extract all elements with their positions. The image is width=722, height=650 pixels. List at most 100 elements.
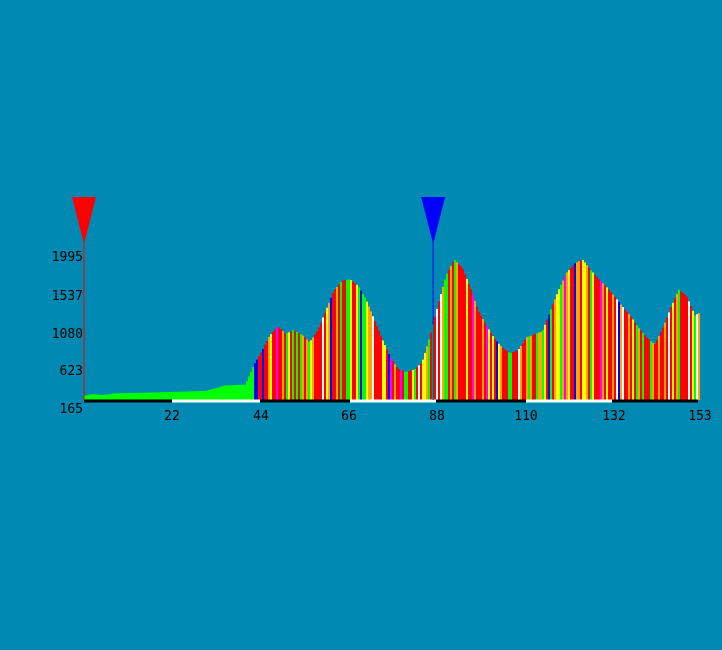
profile-bar — [198, 391, 200, 400]
profile-bar — [452, 261, 454, 400]
profile-bar — [646, 337, 648, 400]
profile-bar — [408, 371, 410, 400]
profile-bar — [224, 385, 226, 400]
profile-bar — [686, 296, 688, 400]
profile-bar — [442, 286, 444, 400]
profile-bar — [688, 301, 690, 400]
profile-bar — [644, 335, 646, 400]
profile-bar — [270, 334, 272, 400]
profile-bar — [668, 312, 670, 400]
profile-bar — [84, 395, 86, 400]
profile-bar — [490, 332, 492, 400]
profile-bar — [600, 281, 602, 400]
profile-bar — [544, 324, 546, 400]
profile-bar — [128, 392, 130, 400]
profile-bar — [670, 307, 672, 400]
profile-bar — [284, 332, 286, 400]
profile-bar — [342, 280, 344, 400]
profile-bar — [484, 322, 486, 400]
profile-bar — [356, 284, 358, 400]
profile-bar — [464, 274, 466, 400]
profile-bar — [104, 394, 106, 400]
profile-bar — [558, 289, 560, 400]
profile-bar — [468, 284, 470, 400]
profile-bar — [456, 262, 458, 400]
profile-bar — [336, 286, 338, 400]
profile-bar — [394, 364, 396, 400]
profile-bar — [662, 327, 664, 400]
profile-bar — [124, 393, 126, 400]
profile-bar — [308, 341, 310, 400]
profile-bar — [510, 352, 512, 400]
profile-bar — [586, 265, 588, 400]
profile-bar — [664, 322, 666, 400]
profile-bar — [516, 350, 518, 400]
profile-bar — [554, 299, 556, 400]
profile-bar — [616, 299, 618, 400]
profile-bar — [212, 388, 214, 400]
profile-bar — [348, 279, 350, 400]
profile-bar — [624, 309, 626, 400]
profile-bar — [234, 385, 236, 400]
profile-bar — [372, 316, 374, 400]
profile-bar — [280, 329, 282, 400]
profile-bar — [258, 356, 260, 400]
profile-bar — [166, 392, 168, 400]
profile-bar — [90, 394, 92, 400]
profile-bar — [678, 289, 680, 400]
profile-bar — [296, 331, 298, 400]
profile-bar — [548, 314, 550, 400]
profile-bar — [228, 385, 230, 400]
profile-bar — [390, 357, 392, 400]
profile-bar — [400, 370, 402, 400]
profile-bar — [108, 394, 110, 400]
profile-bar — [152, 392, 154, 400]
profile-bar — [656, 340, 658, 400]
profile-bar — [480, 315, 482, 400]
profile-bar — [146, 392, 148, 400]
profile-bar — [368, 306, 370, 400]
profile-bar — [610, 292, 612, 400]
profile-bar — [518, 349, 520, 400]
profile-bar — [334, 289, 336, 400]
profile-bar — [512, 352, 514, 400]
profile-bar — [256, 359, 258, 400]
profile-bar — [344, 280, 346, 400]
profile-bar — [184, 391, 186, 400]
profile-bar — [156, 392, 158, 400]
profile-bar — [304, 337, 306, 400]
profile-bar — [310, 340, 312, 400]
profile-bar — [526, 337, 528, 400]
profile-bar — [506, 350, 508, 400]
profile-bar — [210, 389, 212, 400]
profile-bar — [142, 392, 144, 400]
profile-bar — [202, 391, 204, 400]
profile-bar — [282, 331, 284, 400]
profile-bar — [384, 345, 386, 400]
profile-bar — [500, 346, 502, 400]
profile-bar — [440, 294, 442, 400]
profile-bar — [460, 266, 462, 400]
profile-bar — [508, 352, 510, 400]
profile-bar — [576, 262, 578, 400]
profile-bar — [262, 348, 264, 400]
profile-bar — [498, 343, 500, 400]
profile-bar — [214, 388, 216, 400]
profile-bar — [636, 325, 638, 400]
profile-bar — [612, 294, 614, 400]
profile-bar — [672, 302, 674, 400]
profile-bar — [232, 385, 234, 400]
profile-bar — [116, 393, 118, 400]
profile-bar — [618, 301, 620, 400]
profile-bar — [438, 301, 440, 400]
profile-bar — [230, 385, 232, 400]
profile-bar — [420, 363, 422, 400]
profile-bar — [180, 391, 182, 400]
profile-bar — [604, 285, 606, 400]
x-tick-label: 110 — [514, 409, 537, 424]
y-tick-label: 623 — [60, 364, 83, 379]
profile-bar — [680, 291, 682, 400]
profile-bar — [358, 287, 360, 400]
profile-bar — [138, 392, 140, 400]
profile-bar — [654, 344, 656, 400]
